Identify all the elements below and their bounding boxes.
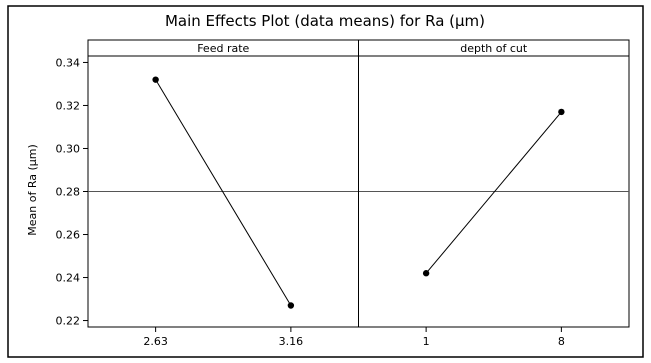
figure-frame [7,5,644,358]
data-point [558,108,565,116]
series-line [155,79,292,306]
data-point [287,302,295,309]
x-tick-label: 3.16 [279,335,304,348]
data-point [152,76,159,83]
y-tick-label: 0.32 [56,99,81,112]
chart-title: Main Effects Plot (data means) for Ra (μ… [165,12,485,30]
y-tick-label: 0.26 [56,229,81,242]
y-axis-label: Mean of Ra (μm) [26,144,39,236]
data-point [422,270,430,277]
y-tick-label: 0.28 [56,186,81,199]
y-tick-label: 0.24 [56,272,81,285]
y-tick-label: 0.22 [56,315,81,328]
y-tick-label: 0.30 [56,142,81,155]
series-line [425,111,562,274]
y-tick-label: 0.34 [56,56,81,69]
plot-area: 0.22 0.24 0.26 0.28 0.30 0.32 0.34 Feed rate 2.6… [56,39,630,348]
x-tick-label: 2.63 [143,335,168,348]
panel-title: Feed rate [197,42,249,55]
panel-title: depth of cut [460,42,528,55]
x-tick-label: 1 [423,335,430,348]
x-tick-label: 8 [558,335,565,348]
